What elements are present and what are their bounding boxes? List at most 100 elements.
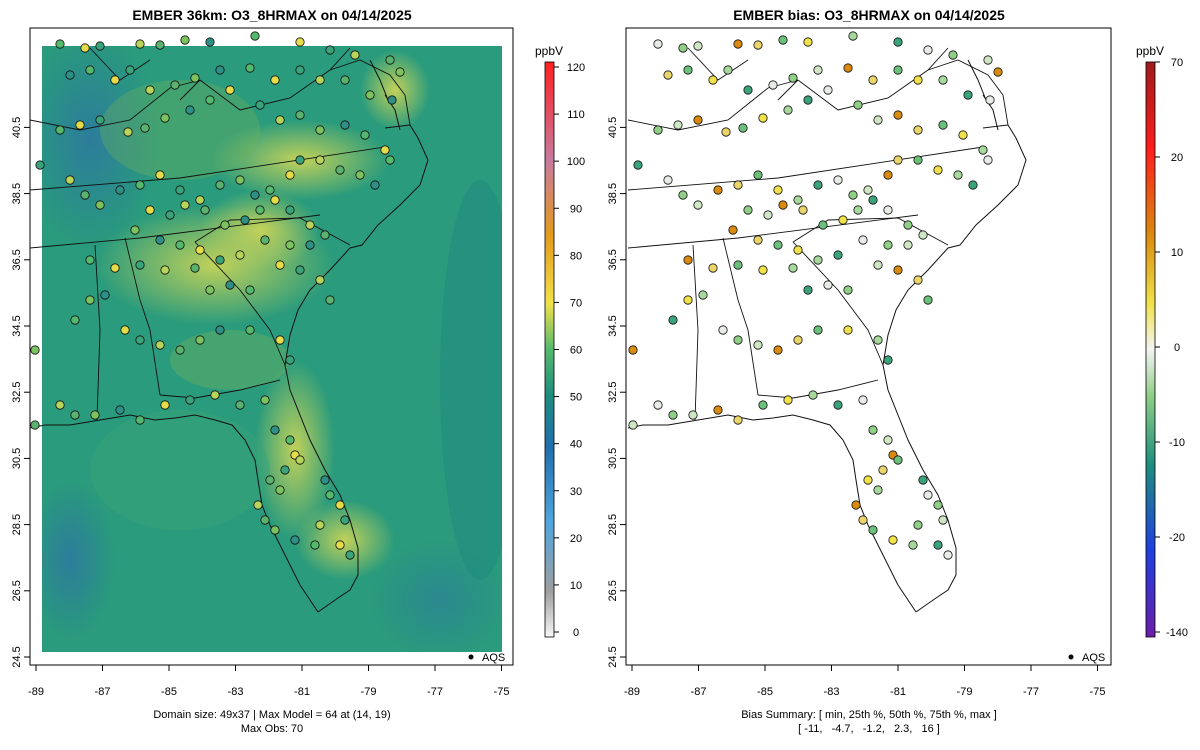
aqs-site-marker: [155, 40, 165, 50]
y-tick-label: 26.5: [607, 580, 619, 601]
aqs-site-marker: [135, 260, 145, 270]
aqs-site-marker: [360, 130, 370, 140]
aqs-site-marker: [155, 235, 165, 245]
bias-site-marker: [813, 65, 823, 75]
aqs-site-marker: [355, 170, 365, 180]
colorbar-tick-label: 20: [1171, 152, 1183, 164]
bias-site-marker: [938, 120, 948, 130]
x-tick-label: -79: [361, 686, 377, 698]
aqs-site-marker: [295, 265, 305, 275]
x-tick-label: -83: [228, 686, 244, 698]
bias-site-marker: [663, 70, 673, 80]
bias-site-marker: [883, 240, 893, 250]
aqs-site-marker: [385, 55, 395, 65]
y-tick-label: 38.5: [11, 183, 23, 204]
bias-site-marker: [853, 205, 863, 215]
aqs-site-marker: [380, 145, 390, 155]
bias-site-marker: [698, 290, 708, 300]
bias-site-marker: [628, 420, 638, 430]
bias-site-marker: [668, 410, 678, 420]
aqs-site-marker: [135, 415, 145, 425]
right-x-axis: -89 -87 -85 -83 -81 -79 -77 -75: [624, 665, 1105, 698]
bias-site-marker: [813, 255, 823, 265]
bias-site-marker: [883, 355, 893, 365]
aqs-site-marker: [315, 75, 325, 85]
aqs-site-marker: [285, 435, 295, 445]
colorbar-tick-label: 40: [570, 439, 582, 451]
bias-site-marker: [683, 295, 693, 305]
bias-site-marker: [721, 127, 731, 137]
x-tick-label: -89: [624, 686, 640, 698]
aqs-site-marker: [295, 110, 305, 120]
colorbar-tick-label: 0: [1174, 342, 1180, 354]
bias-site-marker: [728, 225, 738, 235]
aqs-site-marker: [95, 115, 105, 125]
right-footer-line2: [ -11, -4.7, -1.2, 2.3, 16 ]: [798, 723, 940, 735]
aqs-site-marker: [325, 490, 335, 500]
colorbar-tick-label: -20: [1169, 532, 1185, 544]
x-tick-label: -75: [494, 686, 510, 698]
aqs-site-marker: [275, 485, 285, 495]
right-footer-line1: Bias Summary: [ min, 25th %, 50th %, 75t…: [741, 709, 997, 721]
bias-site-marker: [763, 210, 773, 220]
colorbar-tick-label: 100: [567, 156, 585, 168]
aqs-site-marker: [135, 39, 145, 49]
aqs-site-marker: [270, 425, 280, 435]
bias-colorbar-unit-label: ppbV: [1136, 44, 1164, 58]
aqs-site-marker: [185, 395, 195, 405]
aqs-site-marker: [85, 65, 95, 75]
bias-site-marker: [818, 220, 828, 230]
bias-site-marker: [913, 275, 923, 285]
left-aqs-legend: AQS: [468, 652, 505, 664]
aqs-site-marker: [55, 39, 65, 49]
aqs-site-marker: [285, 240, 295, 250]
aqs-site-marker: [135, 335, 145, 345]
x-tick-label: -81: [890, 686, 906, 698]
bias-site-marker: [883, 435, 893, 445]
y-tick-label: 36.5: [607, 249, 619, 270]
left-footer-line1: Domain size: 49x37 | Max Model = 64 at (…: [153, 709, 390, 721]
aqs-site-marker: [125, 65, 135, 75]
aqs-site-marker: [290, 535, 300, 545]
x-tick-label: -87: [691, 686, 707, 698]
bias-site-marker: [718, 325, 728, 335]
bias-site-marker: [788, 73, 798, 83]
bias-site-marker: [693, 115, 703, 125]
aqs-site-marker: [130, 225, 140, 235]
left-x-axis: -89 -87 -85 -83 -81 -79 -77 -75: [28, 665, 509, 698]
bias-site-marker: [808, 390, 818, 400]
aqs-site-marker: [145, 205, 155, 215]
aqs-site-marker: [225, 280, 235, 290]
aqs-site-marker: [205, 95, 215, 105]
bias-site-marker: [693, 200, 703, 210]
colorbar-tick-label: 10: [1171, 247, 1183, 259]
aqs-site-marker: [195, 195, 205, 205]
bias-site-marker: [948, 50, 958, 60]
y-tick-label: 32.5: [11, 381, 23, 402]
bias-site-marker: [868, 75, 878, 85]
aqs-site-marker: [140, 123, 150, 133]
bias-site-marker: [773, 240, 783, 250]
aqs-site-marker: [215, 65, 225, 75]
bias-site-marker: [848, 31, 858, 41]
bias-site-marker: [813, 325, 823, 335]
aqs-site-marker: [240, 215, 250, 225]
bias-site-marker: [653, 400, 663, 410]
bias-site-marker: [738, 123, 748, 133]
aqs-site-marker: [365, 90, 375, 100]
aqs-site-marker: [200, 205, 210, 215]
y-tick-label: 28.5: [11, 514, 23, 535]
aqs-site-marker: [295, 37, 305, 47]
aqs-site-marker: [123, 127, 133, 137]
right-aqs-legend: AQS: [1068, 652, 1105, 664]
bias-site-marker: [843, 285, 853, 295]
aqs-site-marker: [305, 240, 315, 250]
bias-site-marker: [913, 125, 923, 135]
aqs-site-marker: [55, 125, 65, 135]
bias-site-marker: [983, 155, 993, 165]
bias-site-marker: [793, 245, 803, 255]
colorbar-tick-label: 20: [570, 533, 582, 545]
bias-site-marker: [923, 490, 933, 500]
bias-site-marker: [653, 125, 663, 135]
bias-site-marker: [903, 220, 913, 230]
